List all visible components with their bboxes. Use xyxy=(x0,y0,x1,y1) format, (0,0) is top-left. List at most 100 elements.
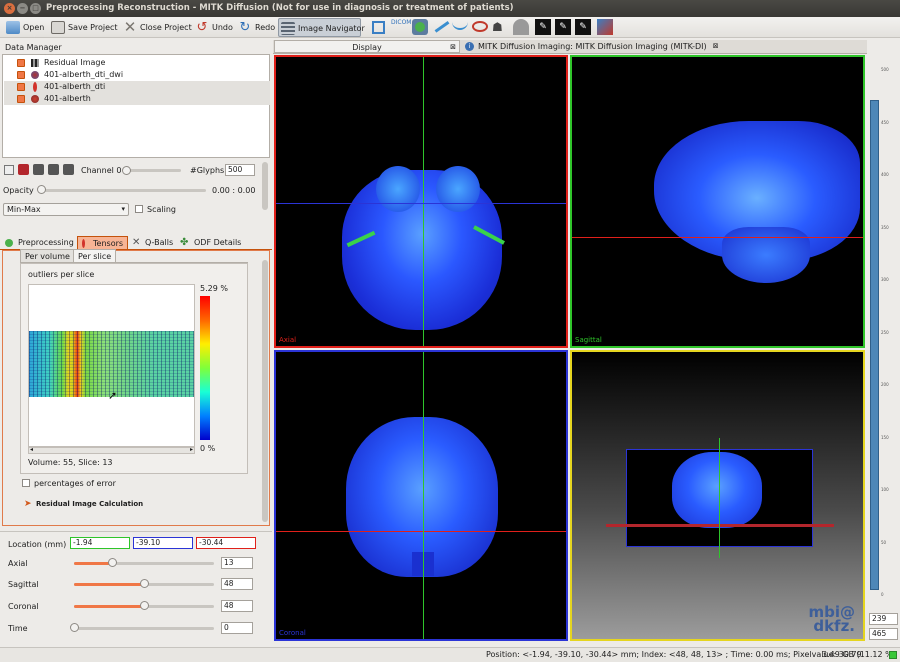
denoising-icon[interactable]: ✎ xyxy=(575,19,591,35)
axial-view-label: Axial xyxy=(279,336,297,344)
maximize-window-icon[interactable]: □ xyxy=(30,3,41,14)
sagittal-brainstem xyxy=(722,227,810,283)
dwi-type-icon xyxy=(31,71,39,79)
dicom-tool-icon[interactable]: DICOM xyxy=(391,19,412,26)
undo-button[interactable]: ↺ Undo xyxy=(193,18,235,37)
location-x-input[interactable]: -1.94 xyxy=(70,537,130,549)
coronal-crosshair-v xyxy=(423,352,424,639)
location-z-input[interactable]: -30.44 xyxy=(196,537,256,549)
data-node-dti[interactable]: 401-alberth_dti xyxy=(4,81,270,93)
ruler-label: 50 xyxy=(881,539,887,545)
image-navigator-button[interactable]: Image Navigator xyxy=(278,18,365,37)
tensor-type-icon xyxy=(33,82,37,92)
axial-crosshair-h xyxy=(276,203,566,204)
odf-icon[interactable]: ✎ xyxy=(555,19,571,35)
sagittal-view-label: Sagittal xyxy=(575,336,602,344)
residual-calc-expander[interactable]: ➤ Residual Image Calculation xyxy=(24,498,143,510)
scroll-left-icon[interactable]: ◂ xyxy=(30,446,34,453)
visibility-checkbox[interactable] xyxy=(17,71,25,79)
sagittal-input[interactable]: 48 xyxy=(221,578,253,590)
node-label: 401-alberth_dti xyxy=(44,82,106,91)
odf-details-icon: ✤ xyxy=(180,237,189,248)
network-icon[interactable] xyxy=(597,19,613,35)
visibility-checkbox[interactable] xyxy=(17,59,25,67)
diffusion-view-icon[interactable] xyxy=(412,19,428,35)
opacity-slider-handle[interactable] xyxy=(37,185,46,194)
tab-per-slice[interactable]: Per slice xyxy=(73,249,117,262)
sagittal-slider-handle[interactable] xyxy=(140,579,149,588)
open-icon xyxy=(6,21,20,34)
visibility-checkbox[interactable] xyxy=(17,95,25,103)
close-project-button[interactable]: ✕ Close Project xyxy=(121,18,192,37)
scale-min-label: 0 % xyxy=(200,444,216,453)
coronal-slider-handle[interactable] xyxy=(140,601,149,610)
panel-scrollbar[interactable] xyxy=(262,260,268,522)
save-project-button[interactable]: Save Project xyxy=(49,18,119,37)
redo-button[interactable]: ↻ Redo xyxy=(236,18,276,37)
channel-slider-handle[interactable] xyxy=(122,166,131,175)
ivim-icon[interactable]: ✎ xyxy=(535,19,551,35)
tab-per-volume[interactable]: Per volume xyxy=(20,249,75,262)
prop-icon-1[interactable] xyxy=(4,165,14,175)
channel-slider[interactable] xyxy=(125,169,181,172)
level-window-bar[interactable] xyxy=(870,100,879,590)
prop-icon-2[interactable] xyxy=(18,164,29,175)
data-node-dwi[interactable]: 401-alberth_dti_dwi xyxy=(4,69,270,81)
undo-icon: ↺ xyxy=(196,20,208,35)
plot-hscrollbar[interactable]: ◂ ▸ xyxy=(28,446,195,454)
data-node-alberth[interactable]: 401-alberth xyxy=(4,93,270,105)
minimize-window-icon[interactable]: − xyxy=(17,3,28,14)
sagittal-label: Sagittal xyxy=(8,580,39,589)
visibility-checkbox[interactable] xyxy=(17,83,25,91)
tab-odf-details[interactable]: ✤ ODF Details xyxy=(178,236,241,249)
segmentation-icon[interactable] xyxy=(513,19,529,35)
tab-preprocessing[interactable]: Preprocessing xyxy=(3,236,74,249)
tab-display[interactable]: Display ⊠ xyxy=(274,40,460,53)
fiber-tool-icon[interactable] xyxy=(430,15,450,33)
tab-tensors[interactable]: Tensors xyxy=(77,236,129,249)
close-window-icon[interactable]: × xyxy=(4,3,15,14)
main-toolbar: Open Save Project ✕ Close Project ↺ Undo… xyxy=(0,15,900,38)
status-position: Position: <-1.94, -39.10, -30.44> mm; In… xyxy=(486,650,862,659)
scroll-right-icon[interactable]: ▸ xyxy=(189,446,193,453)
location-y-input[interactable]: -39.10 xyxy=(133,537,193,549)
window-input[interactable]: 465 xyxy=(869,628,898,640)
redo-label: Redo xyxy=(255,23,276,32)
percentages-checkbox[interactable] xyxy=(22,479,30,487)
prop-icon-5[interactable] xyxy=(63,164,74,175)
region-tool-icon[interactable] xyxy=(372,21,385,34)
time-slider[interactable] xyxy=(74,627,214,630)
status-bar: Position: <-1.94, -39.10, -30.44> mm; In… xyxy=(0,647,900,662)
connectivity-icon[interactable] xyxy=(472,21,488,32)
axial-slider[interactable] xyxy=(74,562,214,565)
axial-input[interactable]: 13 xyxy=(221,557,253,569)
scaling-checkbox[interactable] xyxy=(135,205,143,213)
heatmap-data xyxy=(29,331,194,397)
axial-view[interactable]: Axial xyxy=(274,55,568,348)
coronal-input[interactable]: 48 xyxy=(221,600,253,612)
sagittal-view[interactable]: Sagittal xyxy=(570,55,865,348)
close-tab-icon[interactable]: ⊠ xyxy=(712,42,719,50)
tractography-icon[interactable] xyxy=(452,19,468,30)
tab-mitk-di[interactable]: i MITK Diffusion Imaging: MITK Diffusion… xyxy=(462,40,721,53)
close-tab-icon[interactable]: ⊠ xyxy=(450,43,456,51)
prop-icon-4[interactable] xyxy=(48,164,59,175)
data-node-residual[interactable]: Residual Image xyxy=(4,57,270,69)
tab-qballs[interactable]: ✕ Q-Balls xyxy=(130,236,173,249)
quantification-icon[interactable]: ☗ xyxy=(492,20,503,34)
axial-slider-handle[interactable] xyxy=(107,558,117,567)
left-scrollbar[interactable] xyxy=(262,162,268,210)
node-label: 401-alberth xyxy=(44,94,91,103)
ruler-label: 350 xyxy=(881,224,889,230)
opacity-slider[interactable] xyxy=(40,189,206,192)
3d-brain xyxy=(672,452,762,528)
minmax-select[interactable]: Min-Max ▾ xyxy=(3,203,129,216)
prop-icon-3[interactable] xyxy=(33,164,44,175)
glyphs-input[interactable]: 500 xyxy=(225,164,255,176)
open-button[interactable]: Open xyxy=(4,18,48,37)
3d-view[interactable]: mbi@ dkfz. xyxy=(570,350,865,641)
level-input[interactable]: 239 xyxy=(869,613,898,625)
time-input[interactable]: 0 xyxy=(221,622,253,634)
coronal-view[interactable]: Coronal xyxy=(274,350,568,641)
time-slider-handle[interactable] xyxy=(70,623,79,632)
